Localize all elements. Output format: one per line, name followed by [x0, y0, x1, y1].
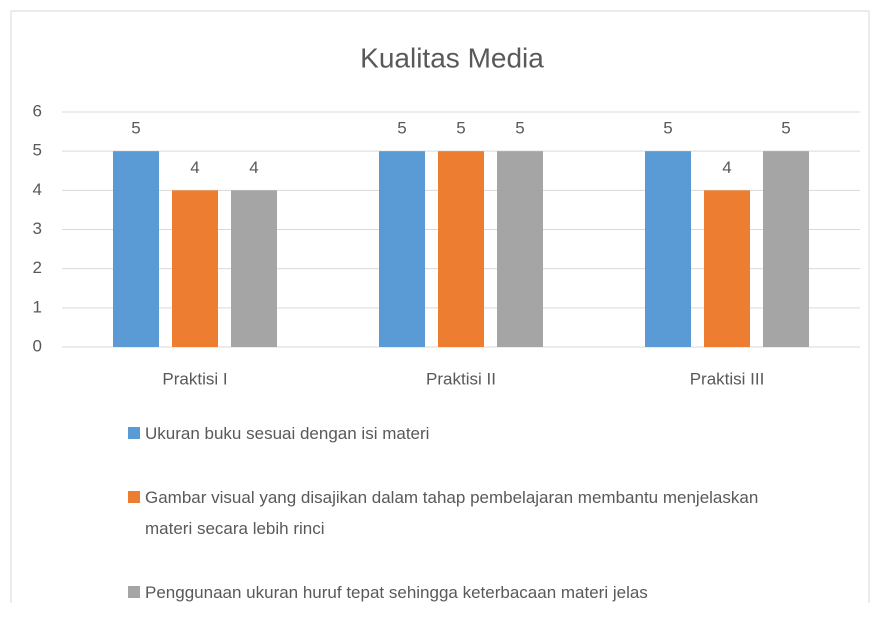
data-label: 5: [397, 119, 406, 138]
legend: Ukuran buku sesuai dengan isi materi Gamb…: [128, 418, 788, 641]
bar: [704, 190, 750, 347]
y-tick-label: 4: [33, 180, 42, 199]
y-tick-label: 5: [33, 141, 42, 160]
y-tick-label: 2: [33, 258, 42, 277]
chart-border: [10, 10, 870, 603]
legend-swatch: [128, 427, 140, 439]
y-tick-label: 0: [33, 336, 42, 355]
data-label: 5: [515, 119, 524, 138]
x-tick-label: Praktisi III: [690, 369, 765, 388]
data-label: 4: [249, 158, 258, 177]
data-label: 5: [456, 119, 465, 138]
data-label: 5: [131, 119, 140, 138]
chart-title: Kualitas Media: [360, 42, 544, 73]
data-label: 4: [722, 158, 731, 177]
legend-item: Ukuran buku sesuai dengan isi materi: [128, 418, 788, 449]
x-tick-label: Praktisi I: [162, 369, 227, 388]
bar: [231, 190, 277, 347]
data-label: 5: [663, 119, 672, 138]
legend-label: Gambar visual yang disajikan dalam tahap…: [145, 488, 759, 538]
data-label: 4: [190, 158, 199, 177]
data-label: 5: [781, 119, 790, 138]
legend-label: Ukuran buku sesuai dengan isi materi: [145, 424, 430, 443]
chart: Kualitas Media 0 1 2 3 4 5 6 Praktisi I 5 4 4 Prakt…: [10, 10, 870, 603]
bar: [113, 151, 159, 347]
y-tick-label: 1: [33, 297, 42, 316]
legend-swatch: [128, 586, 140, 598]
legend-item: Gambar visual yang disajikan dalam tahap…: [128, 482, 788, 544]
y-tick-label: 3: [33, 219, 42, 238]
y-tick-label: 6: [33, 101, 42, 120]
legend-item: Penggunaan ukuran huruf tepat sehingga k…: [128, 577, 788, 608]
bar: [379, 151, 425, 347]
bar: [438, 151, 484, 347]
bar: [763, 151, 809, 347]
page: {"chart_data": {"type": "bar", "title": …: [10, 10, 870, 603]
legend-swatch: [128, 491, 140, 503]
bar: [172, 190, 218, 347]
x-tick-label: Praktisi II: [426, 369, 496, 388]
bar: [645, 151, 691, 347]
bar: [497, 151, 543, 347]
legend-label: Penggunaan ukuran huruf tepat sehingga k…: [145, 583, 648, 602]
